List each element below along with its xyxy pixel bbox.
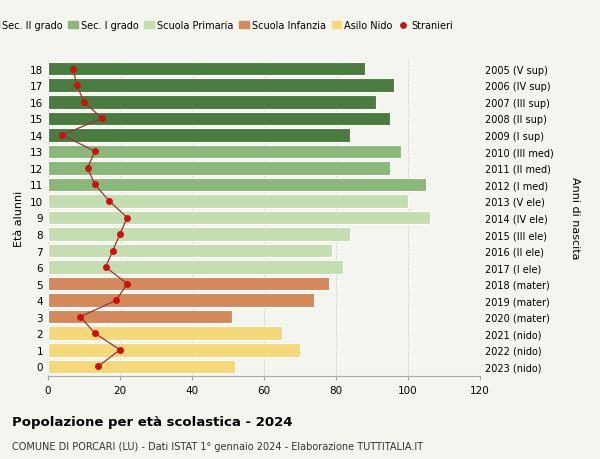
Bar (48, 277, 329, 291)
Bar (48, 294, 314, 307)
Text: Popolazione per età scolastica - 2024: Popolazione per età scolastica - 2024 (12, 415, 293, 428)
Bar (48, 195, 408, 208)
Point (97, 115, 107, 123)
Point (115, 231, 125, 238)
Point (122, 214, 132, 222)
Bar (48, 360, 235, 373)
Bar (48, 178, 426, 192)
Bar (48, 244, 332, 258)
Bar (48, 261, 343, 274)
Point (90, 330, 100, 337)
Point (79, 99, 89, 106)
Bar (48, 162, 390, 175)
Point (94, 363, 103, 370)
Bar (48, 343, 300, 357)
Point (112, 297, 121, 304)
Point (68, 66, 78, 73)
Bar (48, 228, 350, 241)
Point (104, 198, 114, 205)
Point (122, 280, 132, 288)
Point (90, 181, 100, 189)
Bar (48, 211, 430, 225)
Point (108, 247, 118, 255)
Bar (48, 129, 350, 142)
Bar (48, 79, 394, 93)
Bar (48, 96, 376, 109)
Point (90, 148, 100, 156)
Point (72, 83, 82, 90)
Y-axis label: Anni di nascita: Anni di nascita (570, 177, 580, 259)
Point (83, 165, 92, 172)
Point (76, 313, 85, 321)
Y-axis label: Età alunni: Età alunni (14, 190, 25, 246)
Bar (48, 63, 365, 76)
Text: COMUNE DI PORCARI (LU) - Dati ISTAT 1° gennaio 2024 - Elaborazione TUTTITALIA.IT: COMUNE DI PORCARI (LU) - Dati ISTAT 1° g… (12, 441, 423, 451)
Legend: Sec. II grado, Sec. I grado, Scuola Primaria, Scuola Infanzia, Asilo Nido, Stran: Sec. II grado, Sec. I grado, Scuola Prim… (0, 17, 457, 35)
Bar (48, 310, 232, 324)
Bar (48, 327, 282, 340)
Bar (48, 112, 390, 126)
Point (58, 132, 67, 139)
Point (115, 346, 125, 353)
Point (101, 264, 110, 271)
Bar (48, 146, 401, 159)
